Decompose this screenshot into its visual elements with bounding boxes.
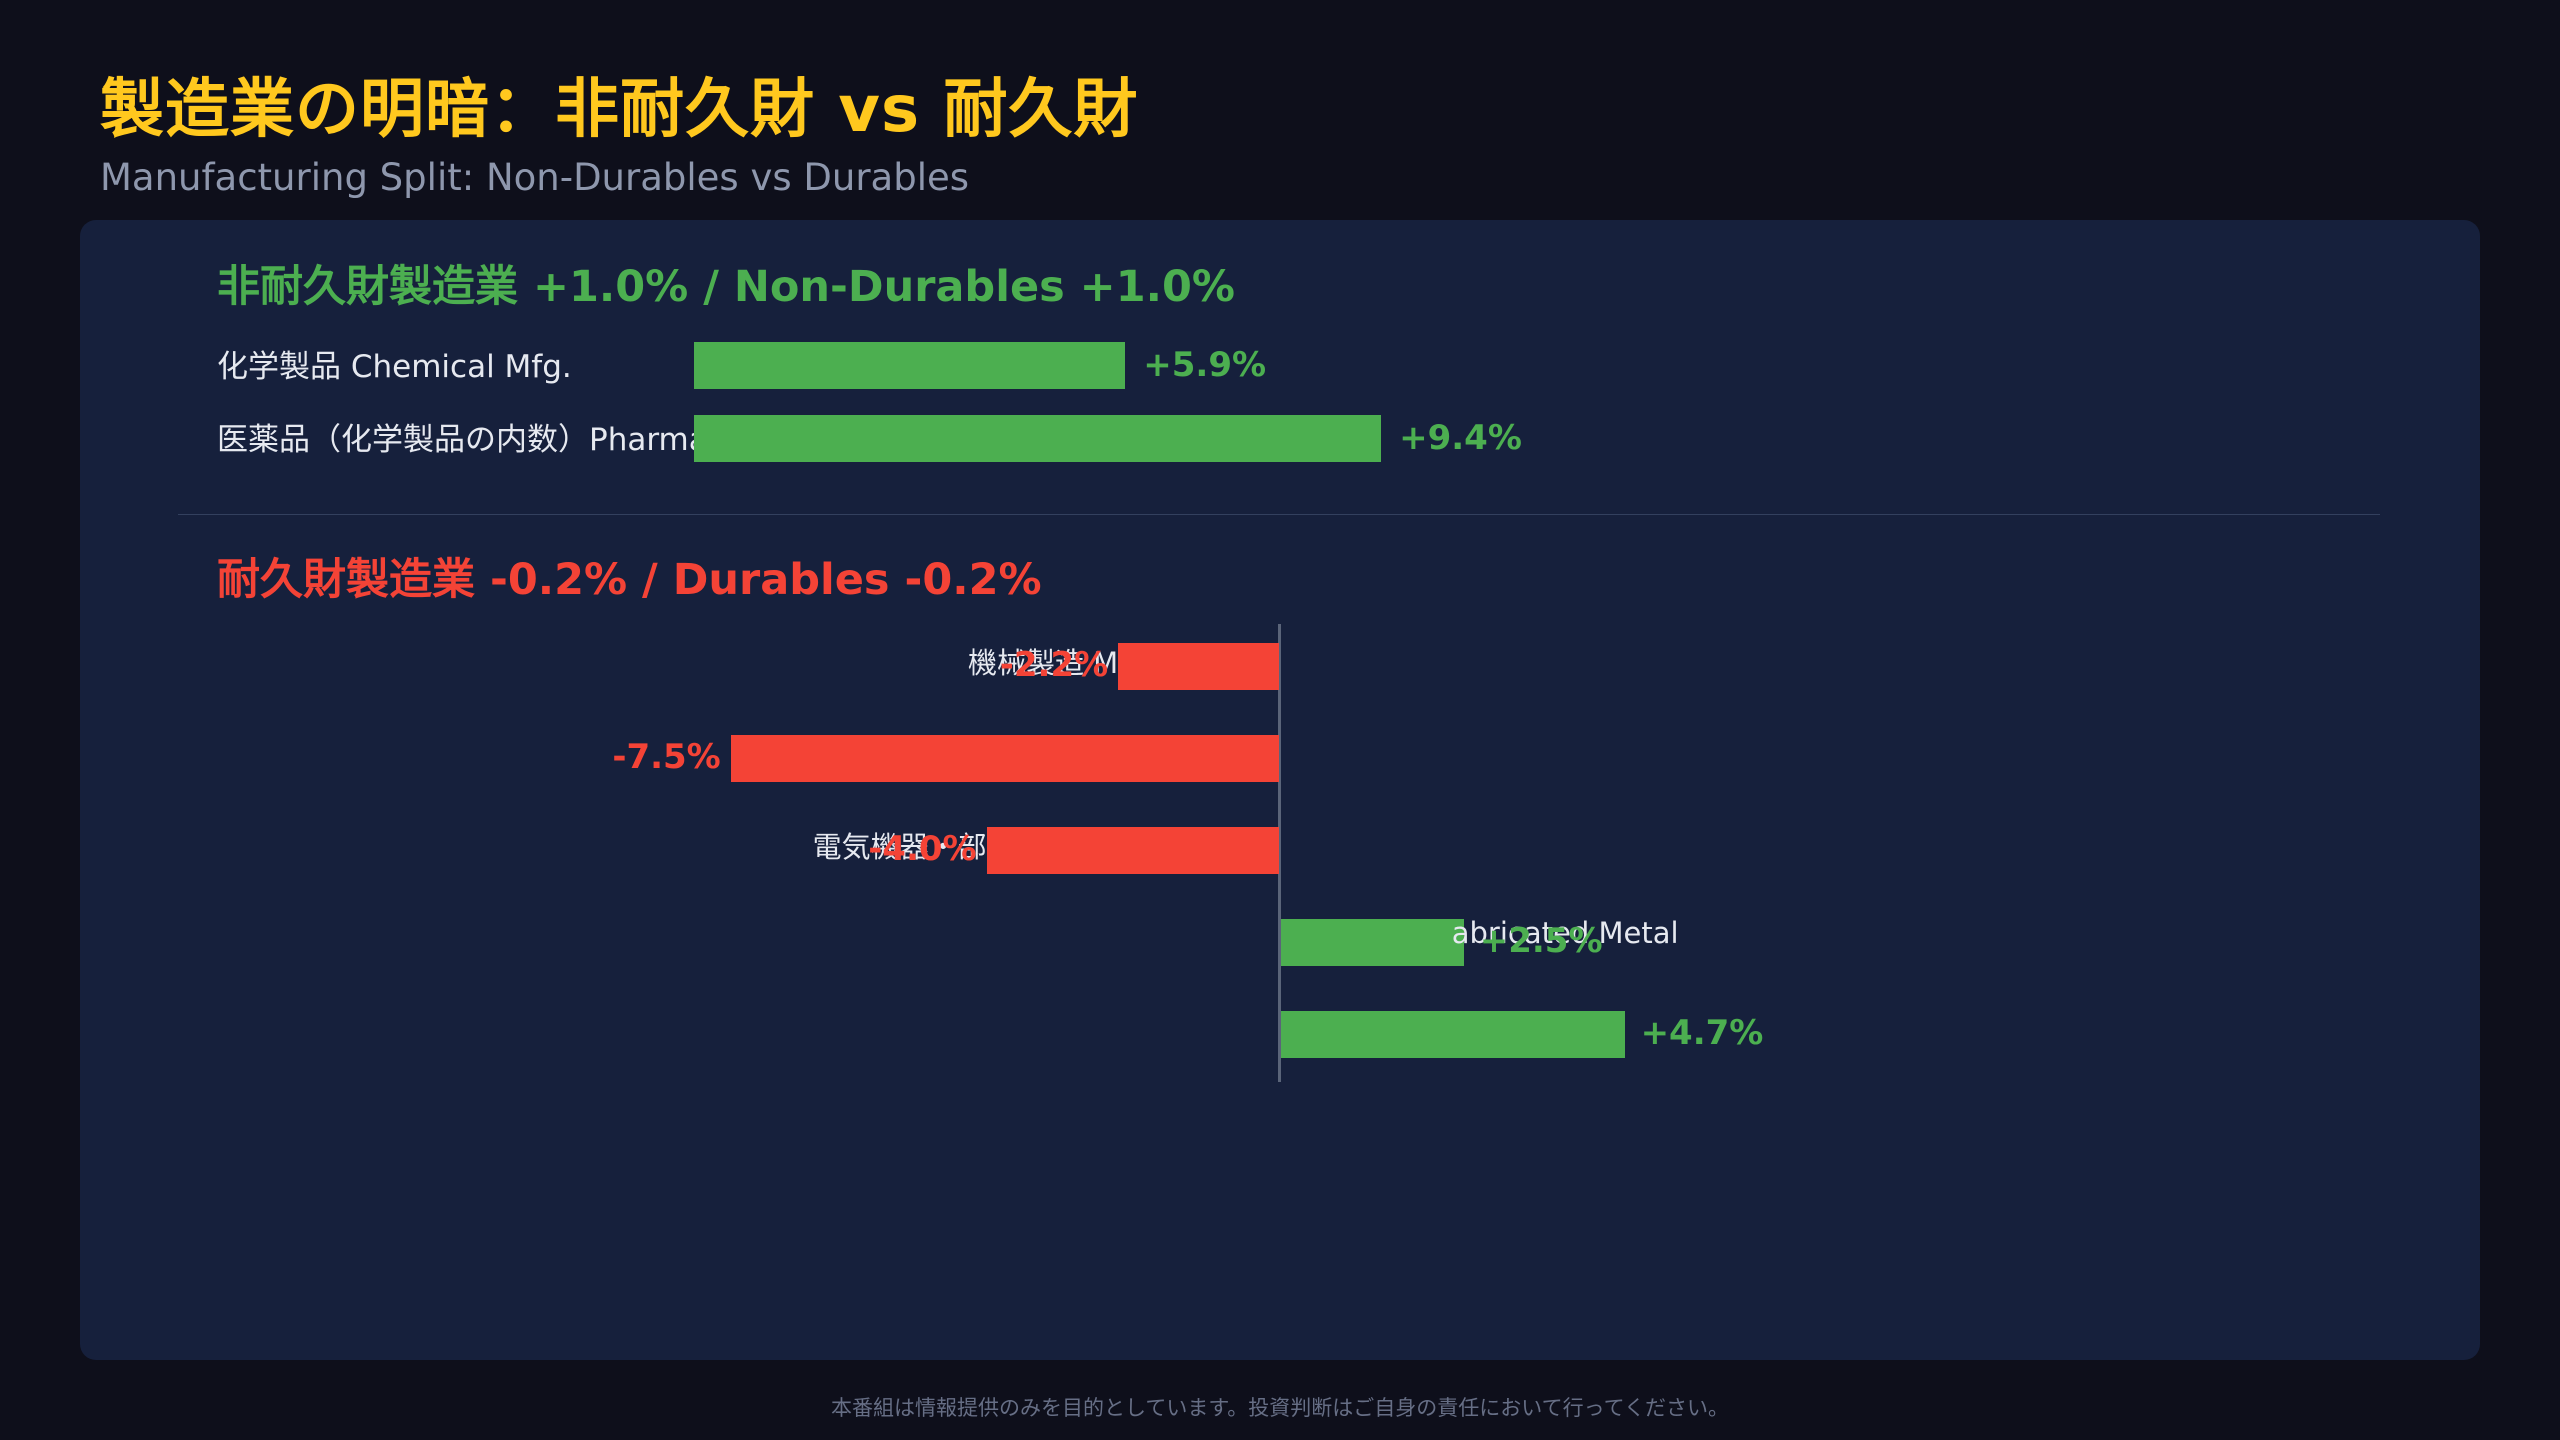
bar-category-label: 機械製造 M [967, 646, 1119, 680]
bar-category-label: 化学製品 Chemical Mfg. [217, 349, 572, 385]
bar [986, 827, 1279, 874]
bar-value-label: +2.5% [1479, 921, 1603, 961]
bar-category-label: 医薬品（化学製品の内数）Pharma [217, 422, 708, 458]
durables-heading: 耐久財製造業 -0.2% / Durables -0.2% [217, 555, 1042, 605]
bar-value-label: +9.4% [1399, 418, 1522, 458]
bar-value-label: -2.2% [999, 645, 1109, 685]
page-subtitle: Manufacturing Split: Non-Durables vs Dur… [100, 156, 970, 199]
section-divider [178, 514, 2380, 515]
bar-value-label: +4.7% [1640, 1013, 1764, 1053]
bar-value-label: -4.0% [868, 829, 977, 869]
bar-category-label: 電気機器・部 [812, 830, 987, 864]
bar [694, 415, 1382, 462]
bar [1281, 1011, 1625, 1058]
footer-disclaimer: 本番組は情報提供のみを目的としています。投資判断はご自身の責任において行ってくだ… [831, 1396, 1729, 1420]
bar [1118, 643, 1279, 690]
bar-category-label: abricated Metal [1451, 916, 1679, 950]
zero-axis-line [1278, 624, 1281, 1082]
bar [694, 342, 1126, 389]
bar-value-label: +5.9% [1143, 345, 1267, 385]
bar-value-label: -7.5% [612, 737, 721, 777]
page-title: 製造業の明暗：非耐久財 vs 耐久財 [100, 73, 1139, 147]
bar [730, 735, 1279, 782]
bar [1281, 919, 1464, 966]
nondurables-heading: 非耐久財製造業 +1.0% / Non-Durables +1.0% [217, 262, 1235, 312]
